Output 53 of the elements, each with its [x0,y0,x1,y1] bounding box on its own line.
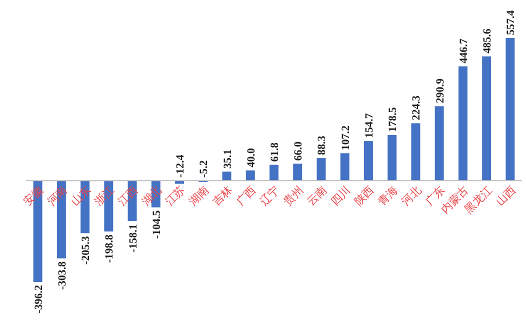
x-tick-label: 浙江 [92,184,117,208]
data-label: -198.8 [104,234,116,263]
data-label: 154.7 [363,112,376,138]
data-label: -396.2 [32,284,45,314]
bar [175,180,184,184]
bar [434,106,444,181]
bar [364,141,373,181]
data-label: -205.3 [80,236,92,265]
data-label: 66.0 [292,140,305,161]
x-tick-label: 河北 [399,184,424,208]
data-label: 224.3 [410,94,423,120]
x-tick-label: 江西 [116,184,140,208]
bar [482,56,492,181]
data-label: 557.4 [505,10,518,35]
data-label: 61.8 [269,142,281,162]
data-label: -5.2 [198,160,210,178]
bar [246,170,255,181]
x-tick-label: 辽宁 [257,184,282,208]
data-label: 446.7 [458,38,470,64]
bar [411,123,420,181]
x-tick-label: 山西 [494,184,518,208]
bar [222,172,232,181]
x-tick-label: 广西 [234,184,258,208]
data-label: 88.3 [316,135,328,156]
bar [340,153,350,181]
bar [506,38,515,181]
x-tick-label: 湖南 [186,184,212,208]
data-label: 107.2 [340,124,352,150]
x-tick-label: 吉林 [210,184,235,208]
data-label: 290.9 [434,78,446,104]
x-tick-label: 江苏 [162,184,188,208]
data-label: -158.1 [127,224,140,252]
x-tick-label: 贵州 [280,184,306,208]
x-tick-label: 安徽 [21,184,46,208]
bar [388,134,397,181]
data-label: 178.5 [387,106,400,132]
x-tick-label: 湖北 [139,184,164,208]
data-label: -303.8 [56,260,68,290]
x-tick-label: 青海 [375,184,400,208]
x-tick-label: 河南 [44,184,70,208]
x-tick-label: 山东 [68,184,94,208]
bar [270,164,278,181]
bar [316,158,326,181]
data-label: 485.6 [482,28,494,54]
data-label: -104.5 [150,210,163,239]
x-tick-label: 四川 [328,184,353,208]
data-label: -12.4 [174,154,187,178]
bar [458,66,468,181]
data-label: 35.1 [222,149,234,169]
bar [293,164,302,181]
x-tick-label: 云南 [304,184,330,208]
data-label: 40.0 [245,148,258,168]
x-tick-label: 陕西 [352,184,377,208]
